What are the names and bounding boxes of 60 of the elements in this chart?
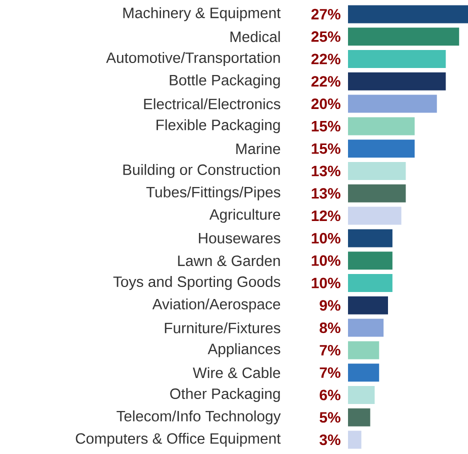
y-tick-label: Flexible Packaging	[156, 119, 280, 134]
data-label: 9%	[320, 300, 340, 311]
data-label: 7%	[320, 344, 340, 356]
bar	[348, 72, 446, 90]
y-tick-label: Marine	[236, 143, 280, 154]
y-tick-label: Wire & Cable	[192, 367, 280, 378]
data-label: 22%	[311, 54, 340, 64]
bar	[348, 28, 460, 46]
y-tick-label: Machinery & Equipment	[123, 7, 281, 22]
y-tick-label: Other Packaging	[170, 388, 280, 402]
bar	[348, 386, 375, 404]
data-label: 22%	[311, 76, 340, 87]
y-tick-label: Housewares	[198, 232, 280, 244]
bar	[348, 94, 437, 113]
y-tick-label: Agriculture	[209, 208, 280, 223]
data-label: 10%	[312, 255, 340, 266]
bar	[348, 140, 415, 158]
bar	[348, 206, 402, 225]
data-label: 27%	[311, 8, 340, 20]
data-label: 15%	[312, 143, 340, 154]
y-tick-label: Computers & Office Equipment	[76, 432, 281, 447]
y-tick-label: Medical	[230, 31, 280, 42]
bar	[348, 252, 392, 270]
data-label: 10%	[312, 278, 340, 288]
y-tick-label: Electrical/Electronics	[144, 98, 280, 110]
bar	[348, 50, 446, 68]
y-tick-label: Lawn & Garden	[178, 255, 280, 266]
bar	[348, 184, 406, 202]
y-tick-label: Building or Construction	[123, 164, 280, 178]
bar	[348, 274, 392, 292]
data-label: 15%	[312, 120, 340, 132]
data-label: 12%	[312, 210, 340, 222]
bar	[348, 117, 415, 136]
data-label: 5%	[320, 412, 340, 423]
data-label: 20%	[311, 98, 340, 110]
bar	[348, 364, 380, 382]
y-tick-label: Tubes/Fittings/Pipes	[146, 186, 280, 200]
y-tick-label: Furniture/Fixtures	[164, 322, 280, 334]
bar	[348, 430, 362, 449]
data-label: 10%	[312, 232, 340, 244]
y-tick-label: Automotive/Transportation	[106, 52, 280, 66]
data-label: 8%	[320, 322, 340, 334]
data-label: 3%	[320, 434, 340, 446]
bar	[348, 341, 380, 360]
y-tick-label: Aviation/Aerospace	[152, 298, 280, 312]
data-label: 6%	[320, 390, 340, 400]
y-tick-label: Appliances	[208, 343, 280, 358]
data-label: 13%	[312, 188, 340, 199]
bar	[348, 229, 392, 248]
bar	[348, 162, 406, 180]
y-tick-label: Bottle Packaging	[170, 74, 280, 88]
bar	[348, 296, 388, 314]
data-label: 13%	[312, 166, 340, 176]
y-tick-label: Telecom/Info Technology	[116, 410, 281, 424]
bar	[348, 408, 370, 426]
bar	[348, 5, 468, 24]
bar	[348, 318, 384, 337]
data-label: 7%	[320, 367, 340, 378]
y-tick-label: Toys and Sporting Goods	[113, 276, 280, 290]
data-label: 25%	[311, 31, 340, 42]
